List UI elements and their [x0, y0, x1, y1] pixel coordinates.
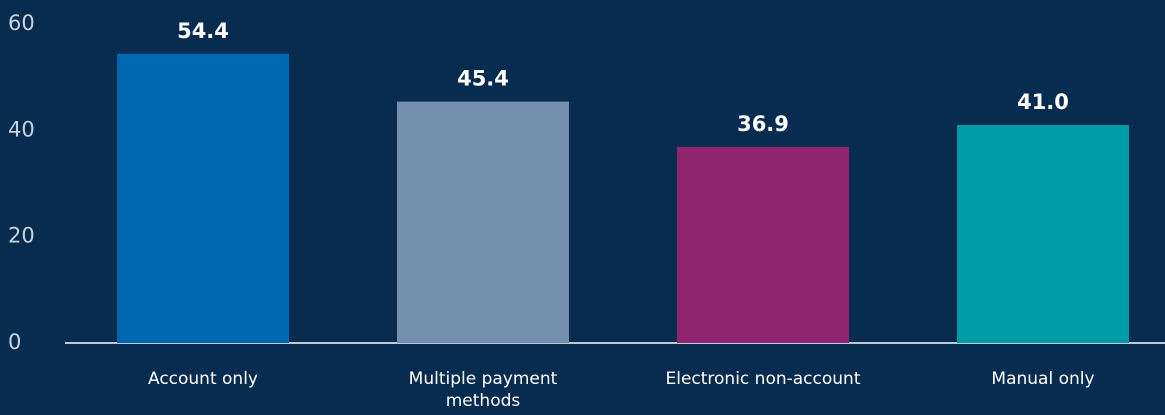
value-label: 41.0	[1017, 90, 1069, 114]
x-tick-label: Manual only	[991, 369, 1095, 389]
bar	[397, 101, 569, 343]
y-tick-label: 20	[8, 224, 35, 248]
x-tick-label: Electronic non-account	[665, 369, 861, 389]
value-label: 36.9	[737, 112, 789, 136]
bar	[677, 146, 849, 343]
x-tick-label: Multiple payment methods	[408, 369, 558, 411]
value-label: 54.4	[177, 19, 229, 43]
y-tick-label: 0	[8, 330, 21, 354]
x-tick-label: Account only	[147, 369, 258, 389]
bar	[117, 53, 289, 343]
value-label: 45.4	[457, 67, 509, 91]
y-tick-label: 40	[8, 117, 35, 141]
y-tick-label: 60	[8, 11, 35, 35]
bar	[957, 125, 1129, 344]
